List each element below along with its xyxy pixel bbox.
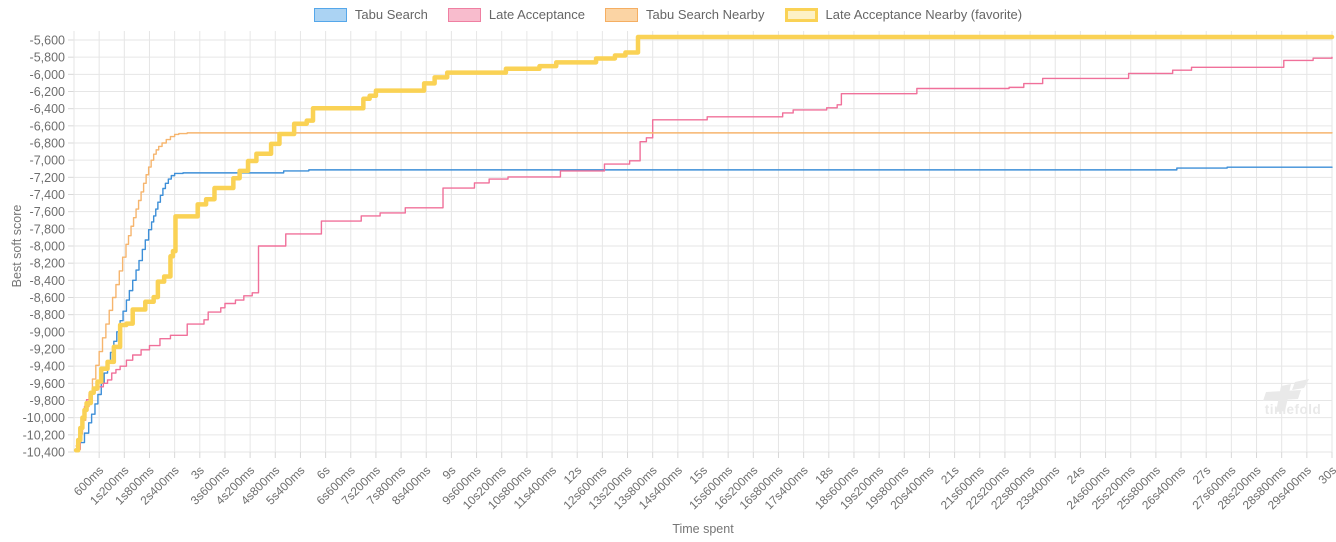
- series-line-late-acceptance: [77, 56, 1333, 451]
- legend-label: Tabu Search Nearby: [646, 7, 765, 22]
- y-tick-label: -5,600: [30, 34, 65, 48]
- y-tick-label: -5,800: [30, 51, 65, 65]
- grid-and-ticks: -5,600 -5,800 -6,000 -6,200 -6,400 -6,600 -6,8…: [23, 31, 1336, 512]
- y-tick-label: -9,200: [30, 343, 65, 357]
- legend-label: Tabu Search: [354, 7, 428, 22]
- y-tick-label: -10,000: [23, 411, 65, 425]
- y-tick-label: -10,200: [23, 428, 65, 442]
- legend-item-tabu-search[interactable]: Tabu Search: [313, 7, 428, 22]
- y-tick-label: -6,200: [30, 85, 65, 99]
- legend-item-late-acceptance[interactable]: Late Acceptance: [447, 7, 586, 22]
- watermark-text: timefold: [1265, 402, 1322, 417]
- chart-legend: Tabu Search Late Acceptance Tabu Search Ne…: [0, 7, 1336, 22]
- y-tick-label: -9,400: [30, 360, 65, 374]
- y-tick-label: -7,600: [30, 205, 65, 219]
- y-tick-label: -6,400: [30, 102, 65, 116]
- y-axis-title: Best soft score: [10, 204, 24, 288]
- y-tick-label: -6,800: [30, 137, 65, 151]
- legend-swatch-late-acceptance-nearby-favorite: [784, 7, 818, 22]
- legend-swatch-late-acceptance: [447, 7, 481, 22]
- x-tick-label: 6s: [314, 463, 333, 482]
- x-tick-label: 9s: [440, 463, 459, 482]
- y-tick-label: -8,200: [30, 257, 65, 271]
- y-tick-label: -8,000: [30, 240, 65, 254]
- y-tick-label: -8,400: [30, 274, 65, 288]
- legend-swatch-tabu-search: [313, 7, 347, 22]
- x-axis-title: Time spent: [672, 522, 734, 536]
- series-line-late-acceptance-nearby-favorite: [73, 34, 1335, 453]
- y-tick-label: -7,800: [30, 222, 65, 236]
- series-line-tabu-search-nearby: [75, 132, 1333, 447]
- x-tick-label: 3s: [188, 463, 207, 482]
- y-tick-label: -7,400: [30, 188, 65, 202]
- y-tick-label: -8,800: [30, 308, 65, 322]
- y-tick-label: -9,800: [30, 394, 65, 408]
- y-tick-label: -6,000: [30, 68, 65, 82]
- y-tick-label: -10,400: [23, 446, 65, 460]
- legend-label: Late Acceptance: [488, 7, 586, 22]
- legend-swatch-tabu-search-nearby: [605, 7, 639, 22]
- y-tick-label: -9,600: [30, 377, 65, 391]
- y-tick-label: -8,600: [30, 291, 65, 305]
- series-line-tabu-search: [76, 166, 1333, 450]
- x-tick-label: 30s: [1316, 463, 1336, 487]
- legend-item-late-acceptance-nearby-favorite[interactable]: Late Acceptance Nearby (favorite): [784, 7, 1023, 22]
- legend-label: Late Acceptance Nearby (favorite): [825, 7, 1023, 22]
- timefold-watermark: timefold: [1263, 379, 1321, 417]
- y-tick-label: -7,000: [30, 154, 65, 168]
- y-tick-label: -6,600: [30, 119, 65, 133]
- y-tick-label: -9,000: [30, 325, 65, 339]
- legend-item-tabu-search-nearby[interactable]: Tabu Search Nearby: [605, 7, 765, 22]
- y-tick-label: -7,200: [30, 171, 65, 185]
